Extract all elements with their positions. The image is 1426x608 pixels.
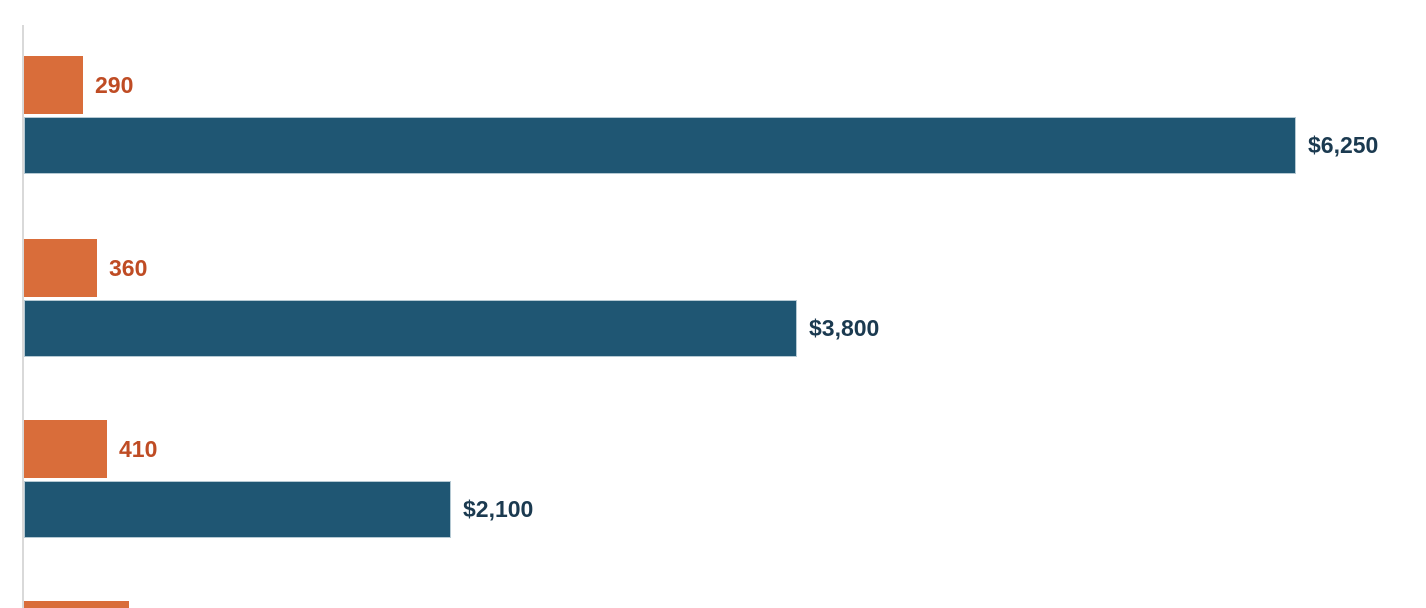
y-axis-line — [22, 25, 24, 608]
orange-bar — [24, 56, 83, 114]
orange-bar-value-label: 290 — [95, 71, 134, 98]
orange-bar-value-label: 360 — [109, 254, 148, 281]
blue-bar — [24, 481, 451, 538]
blue-bar — [24, 300, 797, 357]
orange-bar-value-label: 410 — [119, 435, 158, 462]
blue-bar-value-label: $6,250 — [1308, 132, 1379, 158]
blue-bar-value-label: $2,100 — [463, 496, 534, 522]
orange-bar — [24, 420, 107, 478]
orange-bar — [24, 239, 97, 297]
orange-bar — [24, 601, 129, 608]
blue-bar — [24, 117, 1296, 174]
blue-bar-value-label: $3,800 — [809, 315, 880, 341]
